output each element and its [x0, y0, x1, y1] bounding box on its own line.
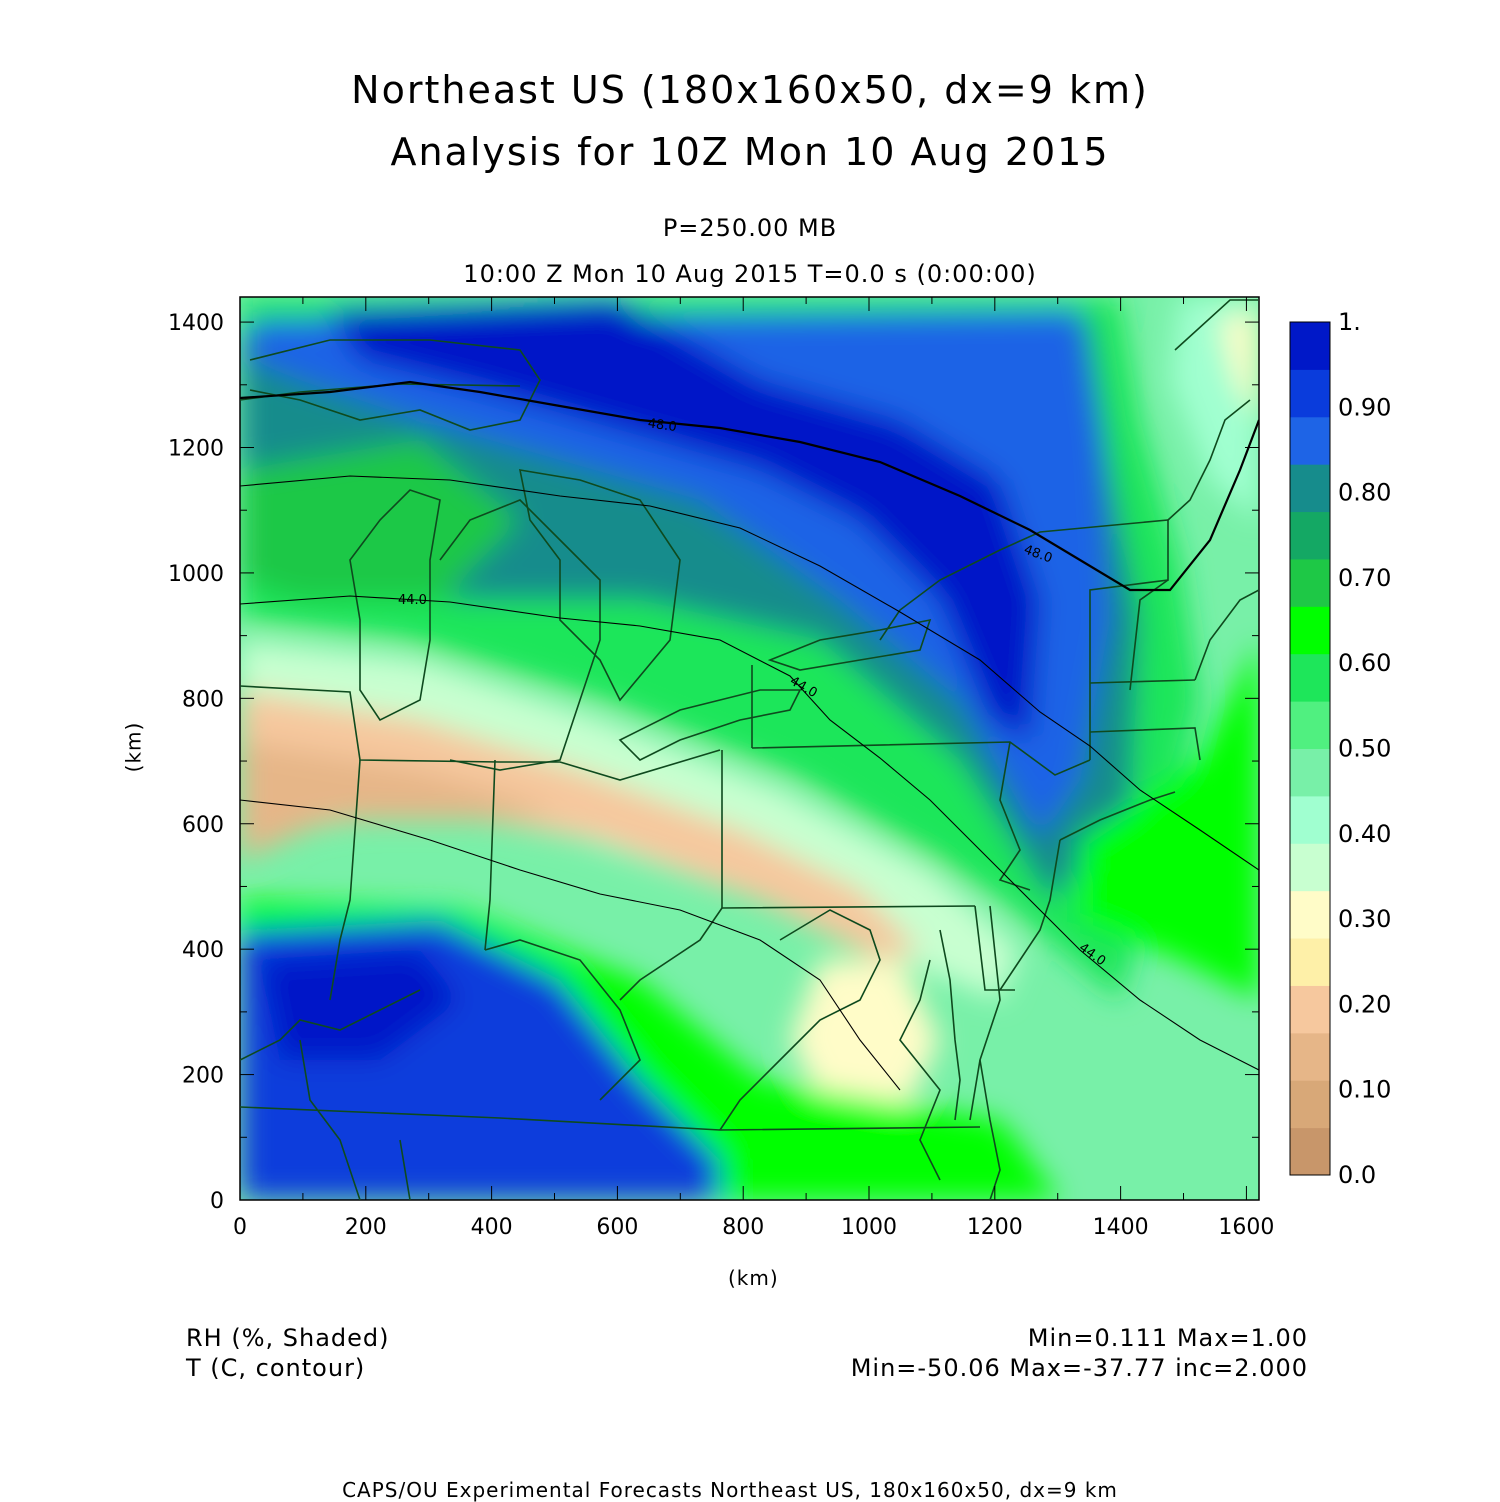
y-tick-label: 800	[182, 687, 224, 712]
x-axis: 0 200 400 600 800 1000 1200 1400 1600	[233, 297, 1274, 1240]
colorbar-label: 0.40	[1338, 820, 1391, 848]
colorbar-swatch	[1290, 843, 1330, 892]
colorbar-swatch	[1290, 606, 1330, 655]
colorbar-label: 0.20	[1338, 990, 1391, 1018]
colorbar-label: 0.80	[1338, 479, 1391, 507]
colorbar-swatch	[1290, 416, 1330, 465]
contour-label: 48.0	[647, 416, 678, 435]
geographic-boundaries	[240, 299, 1259, 1200]
legend-stats-rh: Min=0.111 Max=1.00	[1027, 1324, 1308, 1352]
pressure-level: P=250.00 MB	[662, 214, 838, 242]
colorbar-swatch	[1290, 369, 1330, 418]
colorbar-label: 0.50	[1338, 735, 1391, 763]
colorbar-label: 0.30	[1338, 905, 1391, 933]
colorbar-swatch	[1290, 322, 1330, 370]
colorbar: 1. 0.90 0.80 0.70 0.60 0.50 0.40 0.30 0.20 0.10 0.…	[1290, 308, 1391, 1189]
colorbar-swatch	[1290, 653, 1330, 702]
x-tick-label: 1200	[967, 1215, 1023, 1240]
colorbar-swatch	[1290, 701, 1330, 749]
x-tick-label: 800	[722, 1215, 764, 1240]
y-tick-label: 0	[210, 1189, 224, 1214]
y-tick-label: 1000	[168, 562, 224, 587]
colorbar-swatch	[1290, 558, 1330, 607]
y-tick-label: 400	[182, 938, 224, 963]
colorbar-swatch	[1290, 985, 1330, 1034]
x-tick-label: 600	[596, 1215, 638, 1240]
x-tick-label: 1600	[1218, 1215, 1274, 1240]
colorbar-swatch	[1290, 938, 1330, 986]
footer: CAPS/OU Experimental Forecasts Northeast…	[342, 1478, 1118, 1502]
valid-time: 10:00 Z Mon 10 Aug 2015 T=0.0 s (0:00:00…	[463, 260, 1037, 288]
contour-label: 44.0	[398, 593, 427, 608]
colorbar-label: 0.10	[1338, 1076, 1391, 1104]
y-tick-label: 600	[182, 813, 224, 838]
legend-stats-temperature: Min=-50.06 Max=-37.77 inc=2.000	[850, 1354, 1308, 1382]
colorbar-swatch	[1290, 511, 1330, 560]
colorbar-swatch	[1290, 1127, 1330, 1176]
colorbar-swatch	[1290, 1032, 1330, 1081]
colorbar-label: 0.70	[1338, 564, 1391, 592]
title-line-2: Analysis for 10Z Mon 10 Aug 2015	[390, 130, 1110, 174]
x-tick-label: 0	[233, 1215, 247, 1240]
x-tick-label: 1400	[1093, 1215, 1149, 1240]
colorbar-label: 0.0	[1338, 1161, 1376, 1189]
y-axis-label: (km)	[121, 721, 146, 773]
plot-frame	[239, 296, 1260, 1201]
colorbar-label: 0.90	[1338, 393, 1391, 421]
colorbar-swatch	[1290, 1080, 1330, 1129]
colorbar-swatch	[1290, 748, 1330, 797]
x-axis-label: (km)	[728, 1266, 779, 1290]
legend-field-rh: RH (%, Shaded)	[186, 1324, 390, 1352]
x-tick-label: 200	[345, 1215, 387, 1240]
title-line-1: Northeast US (180x160x50, dx=9 km)	[351, 68, 1149, 112]
colorbar-swatch	[1290, 464, 1330, 513]
legend-field-temperature: T (C, contour)	[186, 1354, 366, 1382]
temperature-contours	[240, 380, 1259, 1091]
colorbar-swatch	[1290, 795, 1330, 844]
y-axis: 0 200 400 600 800 1000 1200 1400	[168, 311, 1259, 1214]
x-tick-label: 1000	[841, 1215, 897, 1240]
y-tick-label: 1200	[168, 437, 224, 462]
y-tick-label: 1400	[168, 311, 224, 336]
colorbar-swatch	[1290, 890, 1330, 939]
colorbar-label: 1.	[1338, 308, 1361, 336]
x-tick-label: 400	[471, 1215, 513, 1240]
y-tick-label: 200	[182, 1064, 224, 1089]
colorbar-label: 0.60	[1338, 649, 1391, 677]
rh-shading	[240, 297, 1259, 1200]
